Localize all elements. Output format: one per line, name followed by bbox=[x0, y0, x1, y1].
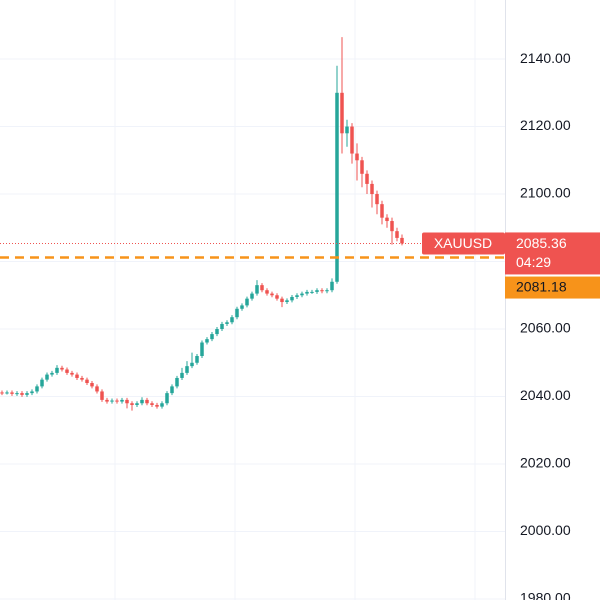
candle-body bbox=[245, 298, 249, 306]
candle-body bbox=[350, 126, 354, 154]
candle-body bbox=[310, 291, 314, 293]
candle-body bbox=[80, 377, 84, 380]
candle-body bbox=[110, 400, 114, 402]
candle-body bbox=[200, 342, 204, 357]
candle-body bbox=[190, 362, 194, 367]
candle-body bbox=[280, 298, 284, 303]
candle-body bbox=[360, 160, 364, 174]
candle-body bbox=[15, 393, 19, 395]
y-tick-label: 2040.00 bbox=[520, 387, 571, 403]
candle-body bbox=[325, 290, 329, 292]
candle-body bbox=[50, 372, 54, 375]
y-tick-label: 2100.00 bbox=[520, 185, 571, 201]
candle-body bbox=[235, 308, 239, 318]
candle-body bbox=[210, 334, 214, 340]
candle-body bbox=[170, 386, 174, 394]
candle-body bbox=[220, 323, 224, 330]
candle-body bbox=[195, 356, 199, 363]
candle-body bbox=[370, 183, 374, 195]
candle-body bbox=[125, 399, 129, 404]
candle-body bbox=[120, 399, 124, 402]
y-tick-label: 1980.00 bbox=[520, 590, 571, 600]
candle-body bbox=[180, 372, 184, 378]
candle-body bbox=[345, 126, 349, 134]
candle-body bbox=[165, 393, 169, 404]
candle-body bbox=[35, 386, 39, 392]
candle-body bbox=[160, 403, 164, 407]
candle-body bbox=[385, 217, 389, 222]
y-tick-label: 2140.00 bbox=[520, 50, 571, 66]
candle-body bbox=[300, 293, 304, 296]
candle-body bbox=[215, 329, 219, 335]
candle-body bbox=[275, 295, 279, 299]
candle-body bbox=[20, 393, 24, 395]
candle-body bbox=[390, 221, 394, 232]
candle-body bbox=[400, 237, 404, 244]
candle-body bbox=[90, 383, 94, 387]
candle-body bbox=[0, 392, 4, 394]
candle-body bbox=[265, 290, 269, 294]
candle-body bbox=[115, 400, 119, 402]
candle-body bbox=[335, 92, 339, 282]
y-tick-label: 2000.00 bbox=[520, 522, 571, 538]
candle-body bbox=[135, 403, 139, 405]
candle-body bbox=[365, 173, 369, 184]
bid-price-label: 2081.18 bbox=[516, 278, 567, 294]
candle-body bbox=[100, 391, 104, 400]
candle-body bbox=[205, 339, 209, 343]
candle-body bbox=[95, 386, 99, 392]
candle-body bbox=[375, 194, 379, 205]
candle-body bbox=[285, 300, 289, 303]
y-tick-label: 2020.00 bbox=[520, 455, 571, 471]
bid-tag bbox=[505, 276, 600, 299]
candle-body bbox=[295, 295, 299, 297]
candle-body bbox=[65, 369, 69, 373]
candle-body bbox=[355, 153, 359, 161]
candle-body bbox=[105, 399, 109, 402]
candle-body bbox=[340, 92, 344, 134]
candle-body bbox=[395, 231, 399, 238]
candle-body bbox=[230, 317, 234, 323]
candle-body bbox=[130, 403, 134, 405]
candle-body bbox=[40, 379, 44, 387]
last-price-label: 2085.36 bbox=[516, 235, 567, 251]
candle-body bbox=[10, 392, 14, 394]
candle-body bbox=[240, 305, 244, 309]
y-tick-label: 2060.00 bbox=[520, 320, 571, 336]
candle-body bbox=[150, 403, 154, 405]
candle-body bbox=[85, 379, 89, 384]
candle-body bbox=[75, 374, 79, 378]
candle-body bbox=[330, 281, 334, 291]
candle-body bbox=[290, 296, 294, 301]
candle-body bbox=[60, 367, 64, 370]
candle-body bbox=[145, 399, 149, 404]
candle-body bbox=[55, 367, 59, 373]
candle-body bbox=[185, 366, 189, 373]
candle-body bbox=[315, 290, 319, 292]
candle-body bbox=[380, 204, 384, 218]
candle-body bbox=[175, 377, 179, 387]
candle-body bbox=[255, 285, 259, 294]
candle-body bbox=[30, 391, 34, 394]
candle-body bbox=[70, 372, 74, 375]
countdown-label: 04:29 bbox=[516, 254, 551, 270]
symbol-tag bbox=[422, 232, 505, 255]
candle-body bbox=[5, 392, 9, 394]
candle-body bbox=[225, 322, 229, 324]
candle-body bbox=[305, 291, 309, 294]
candle-body bbox=[250, 293, 254, 299]
price-tag bbox=[505, 232, 600, 275]
candle-body bbox=[320, 290, 324, 292]
candle-body bbox=[260, 285, 264, 291]
symbol-label: XAUUSD bbox=[434, 235, 492, 251]
candle-body bbox=[155, 404, 159, 407]
candle-body bbox=[25, 393, 29, 395]
candle-body bbox=[45, 374, 49, 380]
y-tick-label: 2120.00 bbox=[520, 117, 571, 133]
candle-body bbox=[270, 293, 274, 296]
candle-body bbox=[140, 399, 144, 404]
